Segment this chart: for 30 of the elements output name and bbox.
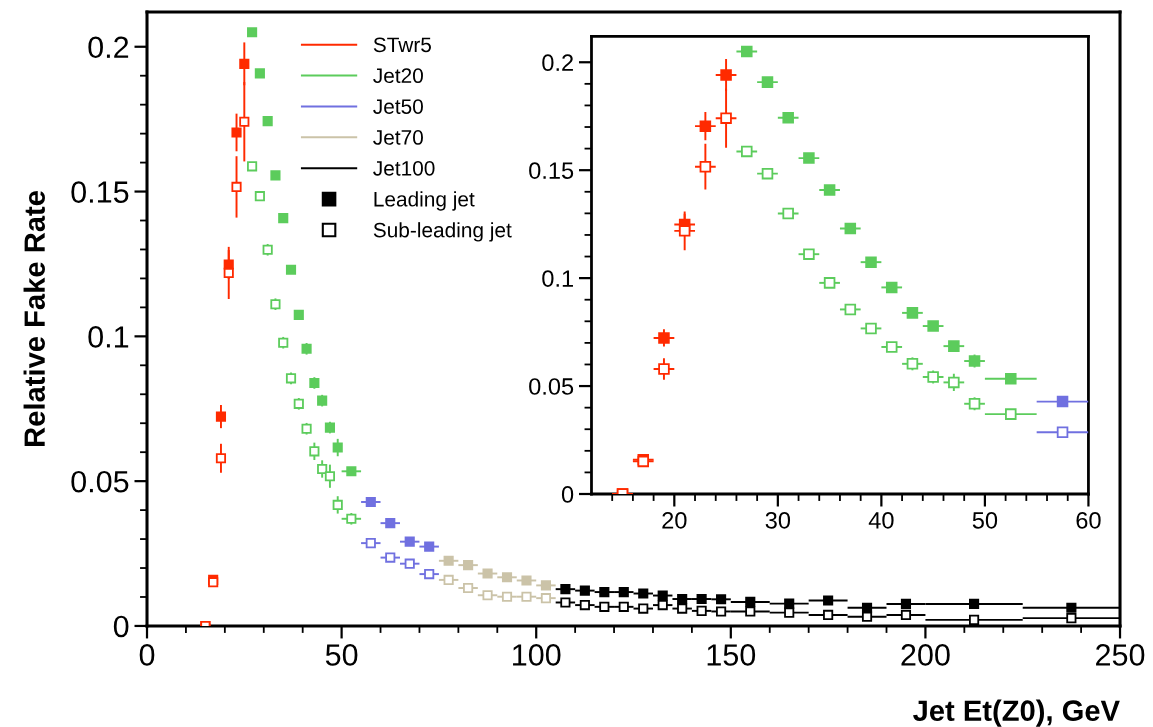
y-tick-label: 0.15 xyxy=(529,162,574,179)
x-tick-label: 40 xyxy=(868,511,894,529)
x-tick-label: 60 xyxy=(1076,511,1101,529)
y-tick-label: 0.05 xyxy=(71,470,129,493)
x-tick-label: 30 xyxy=(765,511,791,529)
y-axis-title: Relative Fake Rate xyxy=(23,191,45,446)
y-tick-label: 0.1 xyxy=(542,270,573,287)
x-tick-label: 250 xyxy=(1096,644,1145,666)
y-tick-label: 0.2 xyxy=(88,36,129,59)
x-tick-label: 20 xyxy=(662,511,687,529)
annotation: Leading jet xyxy=(374,191,475,211)
legend-label: Jet70 xyxy=(373,130,423,145)
x-tick-label: 50 xyxy=(325,644,358,666)
x-tick-label: 150 xyxy=(707,644,756,666)
legend-label: Jet20 xyxy=(373,68,423,84)
legend-label: STwr5 xyxy=(373,37,431,53)
y-tick-label: 0.15 xyxy=(71,181,129,203)
y-tick-label: 0 xyxy=(113,615,129,638)
legend-label: Jet50 xyxy=(373,99,423,114)
x-tick-label: 100 xyxy=(513,644,561,666)
x-tick-label: 50 xyxy=(972,511,998,529)
y-tick-label: 0 xyxy=(561,486,574,503)
annotation: Sub-leading jet xyxy=(373,222,512,242)
x-tick-label: 200 xyxy=(901,644,950,666)
y-tick-label: 0.1 xyxy=(88,326,129,348)
y-tick-label: 0.05 xyxy=(529,378,574,395)
y-tick-label: 0.2 xyxy=(542,54,573,72)
legend-label: Jet100 xyxy=(373,160,435,176)
x-axis-title: Jet Et(Z0), GeV xyxy=(913,699,1120,727)
x-tick-label: 0 xyxy=(139,644,155,666)
